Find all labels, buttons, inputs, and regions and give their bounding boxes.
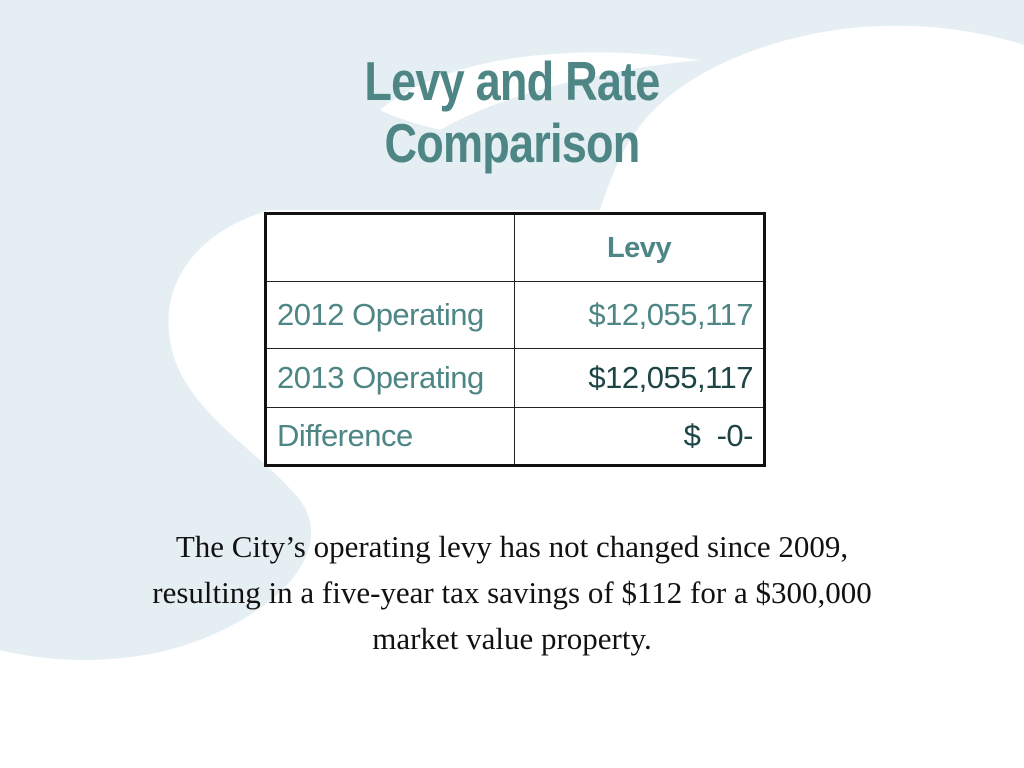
slide-title: Levy and Rate Comparison	[266, 50, 758, 174]
levy-note-line-1: The City’s operating levy has not change…	[175, 529, 849, 564]
header-cell-empty	[264, 213, 516, 282]
row-label-2012-operating: 2012 Operating	[264, 281, 516, 349]
table-row: Difference $ -0-	[264, 407, 765, 466]
levy-note: The City’s operating levy has not change…	[20, 524, 1004, 662]
levy-comparison-table: Levy 2012 Operating $12,055,117 2013 Ope…	[264, 212, 766, 467]
table-row: 2012 Operating $12,055,117	[264, 281, 765, 349]
table-header-row: Levy	[264, 213, 765, 282]
levy-note-line-3: market value property.	[372, 621, 652, 656]
row-label-difference: Difference	[264, 407, 516, 466]
slide-title-line-2: Comparison	[384, 112, 641, 174]
header-cell-levy: Levy	[514, 213, 765, 282]
row-value-difference: $ -0-	[514, 407, 765, 466]
row-value-2013-operating: $12,055,117	[514, 348, 765, 408]
row-label-2013-operating: 2013 Operating	[264, 348, 516, 408]
row-value-2012-operating: $12,055,117	[514, 281, 765, 349]
swoosh-shape-arc	[380, 52, 700, 130]
levy-note-line-2: resulting in a five-year tax savings of …	[152, 575, 872, 610]
slide-title-line-1: Levy and Rate	[364, 50, 660, 112]
table-row: 2013 Operating $12,055,117	[264, 348, 765, 408]
swoosh-shape-ribbon	[700, 58, 1024, 130]
swoosh-shape-main	[0, 0, 1024, 660]
